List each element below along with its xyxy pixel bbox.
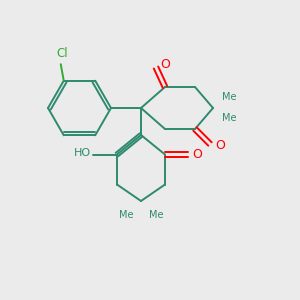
Text: Cl: Cl [56, 47, 68, 60]
Text: O: O [160, 58, 170, 71]
Text: Me: Me [222, 113, 237, 124]
Text: O: O [216, 139, 225, 152]
Text: Me: Me [222, 92, 237, 103]
Text: Me: Me [119, 209, 133, 220]
Text: HO: HO [74, 148, 91, 158]
Text: O: O [193, 148, 202, 161]
Text: Me: Me [149, 209, 163, 220]
